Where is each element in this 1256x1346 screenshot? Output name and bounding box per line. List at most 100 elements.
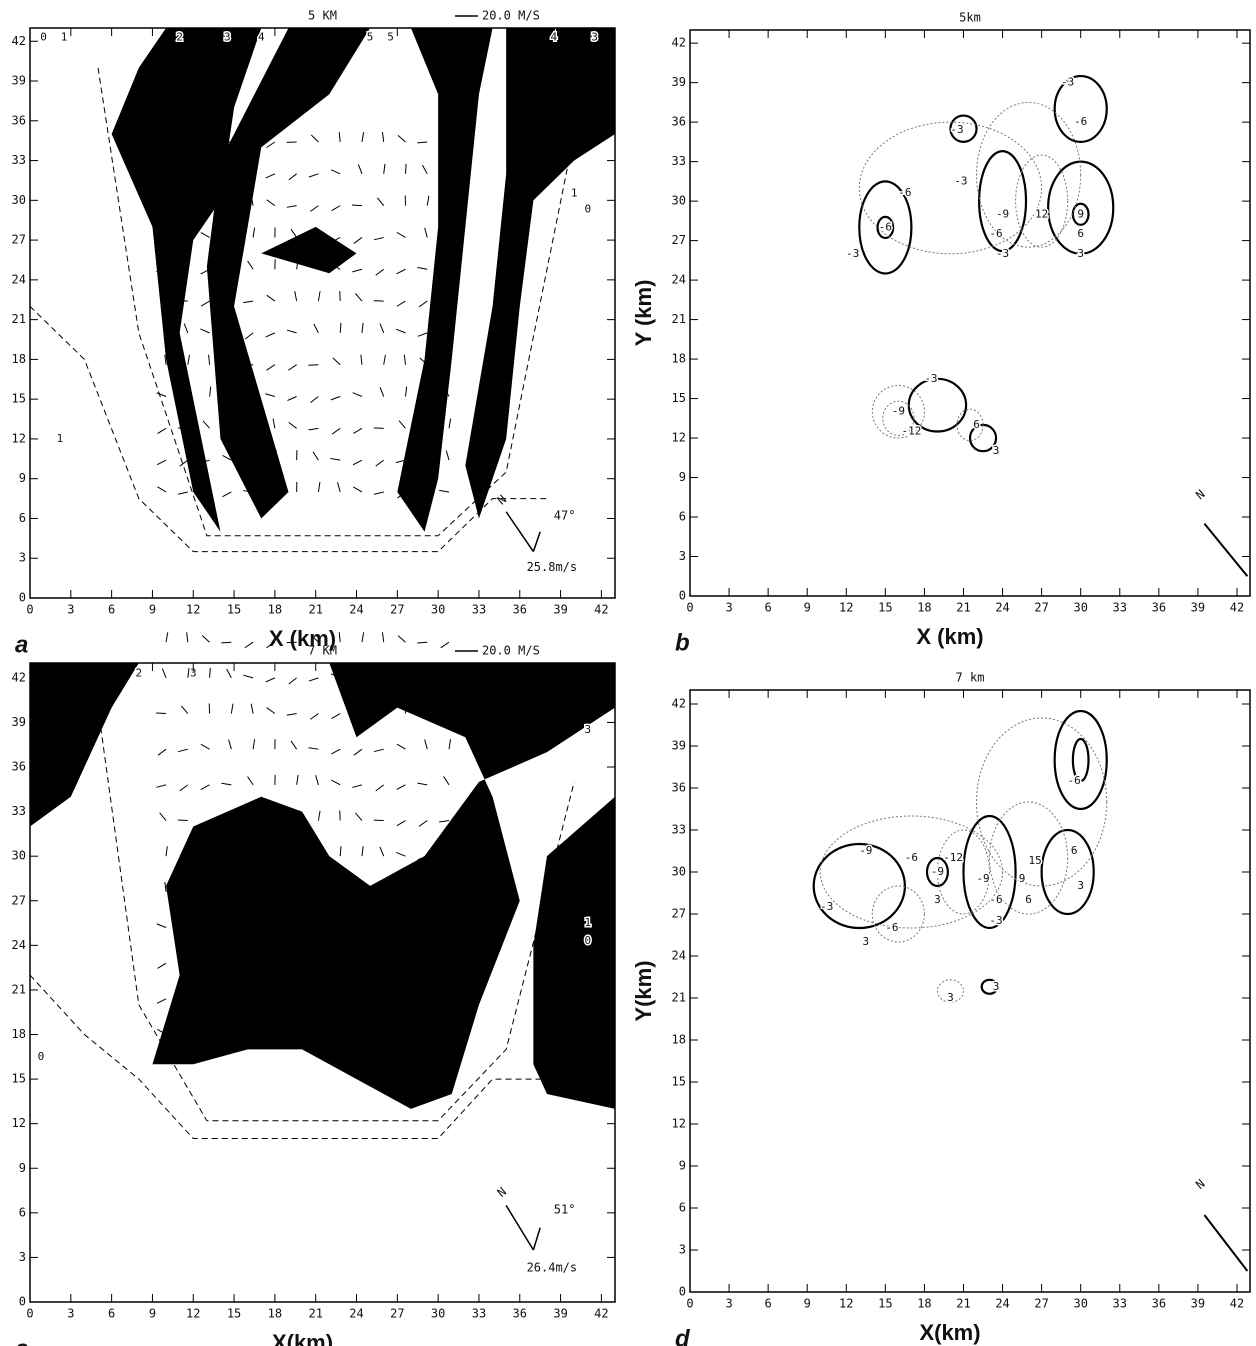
wind-vector: [221, 142, 231, 143]
y-tick-label: 42: [12, 34, 26, 48]
contour-label: 9: [1019, 872, 1026, 885]
y-tick-label: 6: [679, 510, 686, 524]
wind-vector: [418, 333, 427, 336]
wind-vector: [362, 846, 363, 856]
contour-label: 1: [571, 187, 578, 200]
y-tick-label: 27: [12, 233, 26, 247]
wind-vector: [396, 329, 405, 333]
x-tick-label: 15: [227, 603, 241, 617]
north-label: N: [495, 1185, 510, 1200]
y-tick-label: 18: [12, 1027, 26, 1041]
wind-vector: [376, 269, 384, 275]
contour-label: -3: [924, 372, 937, 385]
wind-vector: [355, 813, 362, 821]
wind-vector: [160, 813, 166, 821]
wind-vector: [397, 301, 406, 306]
wind-vector: [231, 704, 233, 714]
x-tick-label: 21: [308, 1307, 322, 1321]
x-tick-label: 30: [431, 1307, 445, 1321]
wind-vector: [289, 678, 297, 684]
wind-vector: [377, 198, 383, 206]
wind-vector: [309, 174, 318, 177]
x-tick-label: 18: [268, 603, 282, 617]
contour-label: 3: [934, 893, 941, 906]
wind-vector: [340, 846, 341, 856]
x-tick-label: 24: [995, 601, 1009, 615]
y-tick-label: 21: [672, 312, 686, 326]
contour-label: 6: [1025, 893, 1032, 906]
scale-label: 20.0 M/S: [482, 644, 540, 658]
wind-vector: [267, 200, 275, 206]
wind-vector: [382, 632, 383, 642]
wind-vector: [288, 365, 296, 371]
wind-vector: [397, 269, 406, 274]
x-axis-label: X (km): [916, 624, 983, 649]
wind-vector: [419, 821, 427, 827]
wind-vector: [384, 164, 385, 174]
wind-vector: [441, 642, 449, 648]
wind-vector: [157, 924, 166, 928]
contour-label: 3: [863, 935, 870, 948]
x-tick-label: 30: [431, 603, 445, 617]
wind-vector: [446, 451, 449, 461]
wind-vector: [353, 487, 362, 492]
x-tick-label: 33: [472, 603, 486, 617]
wind-vector: [243, 892, 253, 893]
y-tick-label: 39: [12, 715, 26, 729]
y-tick-label: 27: [12, 893, 26, 907]
wind-vector: [223, 492, 232, 497]
wind-vector: [405, 668, 406, 678]
speed-label: 25.8m/s: [527, 560, 578, 574]
x-tick-label: 3: [725, 1297, 732, 1311]
wind-vector: [308, 892, 318, 893]
y-tick-label: 42: [12, 670, 26, 684]
wind-vector: [374, 749, 384, 751]
y-tick-label: 30: [12, 193, 26, 207]
wind-vector: [353, 428, 362, 433]
y-axis-label: Y (km): [631, 280, 656, 347]
y-tick-label: 18: [12, 352, 26, 366]
y-tick-label: 33: [12, 804, 26, 818]
wind-vector: [202, 635, 209, 642]
wind-vector: [396, 852, 405, 856]
contour-label: 1: [61, 30, 68, 43]
wind-vector: [354, 237, 362, 243]
wind-vector: [221, 642, 231, 643]
contour-label: 3: [993, 444, 1000, 457]
wind-vector: [382, 132, 383, 142]
y-tick-label: 9: [19, 471, 26, 485]
wind-vector: [178, 492, 188, 494]
wind-vector: [188, 668, 189, 678]
wind-vector: [425, 740, 428, 750]
wind-vector: [331, 749, 340, 754]
shaded-region: [533, 797, 615, 1109]
wind-vector: [333, 358, 340, 365]
wind-vector: [313, 452, 318, 460]
x-tick-label: 0: [686, 1297, 693, 1311]
wind-vector: [331, 780, 340, 785]
contour: [977, 102, 1081, 247]
wind-vector: [266, 678, 275, 682]
x-tick-label: 33: [472, 1307, 486, 1321]
contour-label: 3: [584, 723, 591, 736]
wind-vector: [180, 460, 188, 466]
wind-vector: [397, 744, 406, 749]
wind-vector: [419, 301, 427, 307]
y-tick-label: 24: [672, 949, 686, 963]
wind-vector: [352, 713, 362, 714]
contour-label: -9: [931, 865, 944, 878]
wind-vector: [157, 460, 166, 465]
wind-vector: [417, 783, 427, 785]
y-tick-label: 15: [672, 391, 686, 405]
wind-vector: [248, 777, 254, 785]
x-tick-label: 9: [149, 1307, 156, 1321]
wind-vector: [449, 418, 451, 428]
wind-vector: [362, 632, 364, 642]
y-tick-label: 12: [12, 1116, 26, 1130]
wind-vector: [287, 397, 296, 401]
wind-vector: [376, 460, 384, 466]
wind-vector: [353, 393, 362, 397]
wind-vector: [266, 174, 275, 178]
y-tick-label: 36: [672, 115, 686, 129]
y-tick-label: 0: [19, 1295, 26, 1309]
